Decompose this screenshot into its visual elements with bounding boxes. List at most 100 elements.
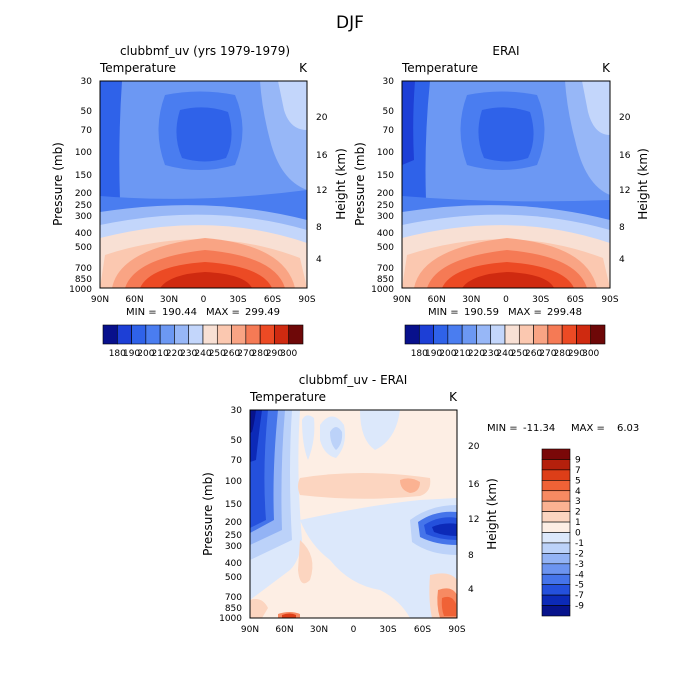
colorbar-swatch [541, 542, 571, 554]
y-tick-label: 500 [75, 243, 92, 253]
y-tick-label: 700 [377, 264, 394, 274]
colorbar-swatch [476, 324, 492, 345]
colorbar-label: 270 [539, 349, 556, 359]
y-tick-label: 150 [377, 171, 394, 181]
y-tick-label: 50 [81, 107, 93, 117]
contour-band [400, 478, 420, 493]
x-ticks: 90N 60N 30N 0 30S 60S 90S [393, 295, 619, 305]
y-right-tick-label: 16 [468, 480, 480, 490]
x-tick-label: 90N [393, 295, 411, 305]
contour-band [432, 523, 457, 536]
contour-band [176, 107, 232, 162]
colorbar-swatch [541, 573, 571, 585]
y-tick-label: 300 [225, 542, 242, 552]
y-tick-label: 250 [75, 201, 92, 211]
colorbar-swatch [576, 324, 592, 345]
min-max-readout: MIN = -11.34 MAX = 6.03 [487, 423, 639, 434]
y-tick-label: 1000 [219, 614, 242, 624]
y-tick-label: 250 [377, 201, 394, 211]
colorbar-swatch [541, 448, 571, 460]
y-tick-label: 1000 [69, 285, 92, 295]
colorbar-swatch [461, 324, 477, 345]
max-value: 6.03 [617, 423, 639, 434]
contour-band [462, 272, 554, 288]
min-label: MIN = [126, 307, 157, 318]
x-tick-label: 60S [567, 295, 584, 305]
y-tick-label: 70 [81, 126, 93, 136]
colorbar-label: 250 [511, 349, 528, 359]
y-tick-label: 100 [377, 148, 394, 158]
colorbar-label: 280 [554, 349, 571, 359]
colorbar-label: 9 [575, 455, 581, 465]
y-tick-label: 250 [225, 531, 242, 541]
colorbar-label: 300 [582, 349, 599, 359]
plot-frame [99, 80, 308, 289]
y-right-tick-label: 8 [316, 223, 322, 233]
colorbar-swatch [541, 563, 571, 575]
y-tick-label: 200 [225, 518, 242, 528]
colorbar-swatch [541, 584, 571, 596]
y-right-ticks: 20 16 12 8 4 [316, 113, 328, 265]
y-right-tick-label: 4 [316, 255, 322, 265]
contour-band [160, 272, 252, 288]
colorbar-label: 300 [280, 349, 297, 359]
contour-band [250, 599, 268, 618]
colorbar-swatch [404, 324, 420, 345]
y-axis-title: Pressure (mb) [51, 142, 65, 226]
panel-title: clubbmf_uv - ERAI [299, 373, 408, 387]
y-tick-label: 850 [225, 604, 242, 614]
colorbar-label: 2 [575, 508, 581, 518]
colorbar-label: 0 [575, 529, 581, 539]
x-ticks: 90N 60N 30N 0 30S 60S 90S [91, 295, 316, 305]
min-label: MIN = [487, 423, 518, 434]
y-tick-label: 70 [383, 126, 395, 136]
colorbar-label: -7 [575, 591, 584, 601]
field-label: Temperature [401, 61, 478, 75]
y-axis-title: Pressure (mb) [201, 472, 215, 556]
x-tick-label: 60N [275, 625, 293, 635]
colorbar-swatch [174, 324, 190, 345]
unit-label: K [602, 61, 611, 75]
min-value: 190.59 [464, 307, 499, 318]
colorbar-label: 4 [575, 487, 581, 497]
contour-band [282, 613, 296, 618]
y-right-tick-label: 4 [468, 585, 474, 595]
y-right-ticks: 20 16 12 8 4 [619, 113, 631, 265]
colorbar-swatch [259, 324, 275, 345]
colorbar-swatch [518, 324, 534, 345]
colorbar-swatch [433, 324, 449, 345]
x-tick-label: 30N [310, 625, 328, 635]
colorbar-swatch [288, 324, 304, 345]
contour-band [100, 81, 122, 210]
x-tick-label: 90N [91, 295, 109, 305]
colorbar-label: 200 [439, 349, 456, 359]
y-tick-label: 30 [231, 406, 243, 416]
colorbar-label: 230 [180, 349, 197, 359]
y-right-tick-label: 12 [619, 186, 630, 196]
unit-label: K [449, 390, 458, 404]
colorbar-swatch [418, 324, 434, 345]
colorbar-swatch [216, 324, 232, 345]
colorbar-swatch [541, 553, 571, 565]
colorbar-label: 290 [266, 349, 283, 359]
colorbar-swatch [245, 324, 261, 345]
colorbar-label: -2 [575, 549, 584, 559]
contour-band [330, 427, 343, 450]
colorbar-label: -5 [575, 581, 584, 591]
x-tick-label: 90S [601, 295, 618, 305]
colorbar-label: 180 [109, 349, 126, 359]
y-tick-label: 150 [75, 171, 92, 181]
y-tick-label: 30 [383, 77, 395, 87]
y-tick-label: 200 [377, 189, 394, 199]
contour-band [360, 410, 400, 450]
x-tick-label: 0 [201, 295, 207, 305]
min-max-readout: MIN = 190.59 MAX = 299.48 [428, 307, 582, 318]
colorbar-label: 190 [425, 349, 442, 359]
colorbar-swatch [541, 594, 571, 606]
x-ticks: 90N 60N 30N 0 30S 60S 90S [241, 625, 466, 635]
x-tick-label: 60S [264, 295, 281, 305]
colorbar-swatch [447, 324, 463, 345]
x-tick-label: 30S [229, 295, 246, 305]
